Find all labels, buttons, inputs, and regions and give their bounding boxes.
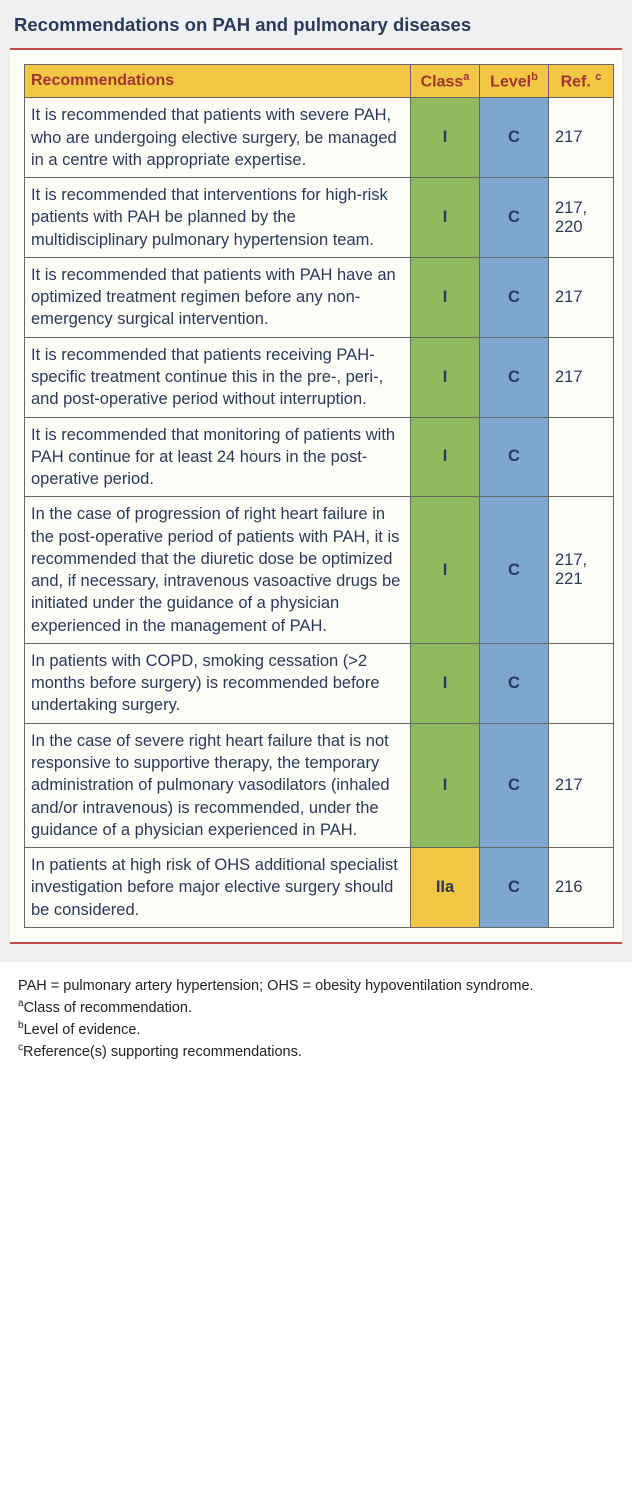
class-cell: I bbox=[411, 257, 480, 337]
recommendation-text: It is recommended that patients with PAH… bbox=[25, 257, 411, 337]
ref-cell: 217 bbox=[549, 337, 614, 417]
recommendation-text: In patients with COPD, smoking cessation… bbox=[25, 643, 411, 723]
recommendations-table: Recommendations Classa Levelb Ref. c It … bbox=[24, 64, 614, 928]
class-cell: I bbox=[411, 723, 480, 847]
ref-cell: 217 bbox=[549, 98, 614, 178]
recommendation-text: In the case of progression of right hear… bbox=[25, 497, 411, 644]
header-class: Classa bbox=[411, 65, 480, 98]
header-level: Levelb bbox=[480, 65, 549, 98]
recommendation-text: It is recommended that patients receivin… bbox=[25, 337, 411, 417]
table-row: It is recommended that monitoring of pat… bbox=[25, 417, 614, 497]
table-row: In the case of progression of right hear… bbox=[25, 497, 614, 644]
table-row: In patients with COPD, smoking cessation… bbox=[25, 643, 614, 723]
table-row: In patients at high risk of OHS addition… bbox=[25, 848, 614, 928]
table-container: Recommendations Classa Levelb Ref. c It … bbox=[10, 48, 622, 944]
level-cell: C bbox=[480, 337, 549, 417]
footnote-b: bLevel of evidence. bbox=[18, 1019, 614, 1041]
footnotes: PAH = pulmonary artery hypertension; OHS… bbox=[0, 962, 632, 1063]
page-title: Recommendations on PAH and pulmonary dis… bbox=[14, 14, 622, 36]
header-recommendations: Recommendations bbox=[25, 65, 411, 98]
level-cell: C bbox=[480, 98, 549, 178]
header-ref: Ref. c bbox=[549, 65, 614, 98]
abbreviations: PAH = pulmonary artery hypertension; OHS… bbox=[18, 976, 614, 997]
recommendation-text: In patients at high risk of OHS addition… bbox=[25, 848, 411, 928]
recommendation-text: It is recommended that interventions for… bbox=[25, 178, 411, 258]
ref-cell: 216 bbox=[549, 848, 614, 928]
footnote-a: aClass of recommendation. bbox=[18, 997, 614, 1019]
class-cell: I bbox=[411, 337, 480, 417]
class-cell: I bbox=[411, 98, 480, 178]
class-cell: I bbox=[411, 643, 480, 723]
table-row: It is recommended that patients with PAH… bbox=[25, 257, 614, 337]
level-cell: C bbox=[480, 848, 549, 928]
level-cell: C bbox=[480, 723, 549, 847]
class-cell: I bbox=[411, 497, 480, 644]
level-cell: C bbox=[480, 497, 549, 644]
class-cell: IIa bbox=[411, 848, 480, 928]
table-header-row: Recommendations Classa Levelb Ref. c bbox=[25, 65, 614, 98]
ref-cell: 217, 221 bbox=[549, 497, 614, 644]
level-cell: C bbox=[480, 643, 549, 723]
table-row: In the case of severe right heart failur… bbox=[25, 723, 614, 847]
table-row: It is recommended that interventions for… bbox=[25, 178, 614, 258]
ref-cell: 217 bbox=[549, 723, 614, 847]
class-cell: I bbox=[411, 417, 480, 497]
ref-cell: 217 bbox=[549, 257, 614, 337]
table-row: It is recommended that patients with sev… bbox=[25, 98, 614, 178]
recommendation-text: In the case of severe right heart failur… bbox=[25, 723, 411, 847]
level-cell: C bbox=[480, 257, 549, 337]
recommendation-text: It is recommended that monitoring of pat… bbox=[25, 417, 411, 497]
recommendation-text: It is recommended that patients with sev… bbox=[25, 98, 411, 178]
footnote-c: cReference(s) supporting recommendations… bbox=[18, 1041, 614, 1063]
level-cell: C bbox=[480, 178, 549, 258]
level-cell: C bbox=[480, 417, 549, 497]
class-cell: I bbox=[411, 178, 480, 258]
table-row: It is recommended that patients receivin… bbox=[25, 337, 614, 417]
ref-cell bbox=[549, 643, 614, 723]
panel: Recommendations on PAH and pulmonary dis… bbox=[0, 0, 632, 962]
ref-cell bbox=[549, 417, 614, 497]
ref-cell: 217, 220 bbox=[549, 178, 614, 258]
